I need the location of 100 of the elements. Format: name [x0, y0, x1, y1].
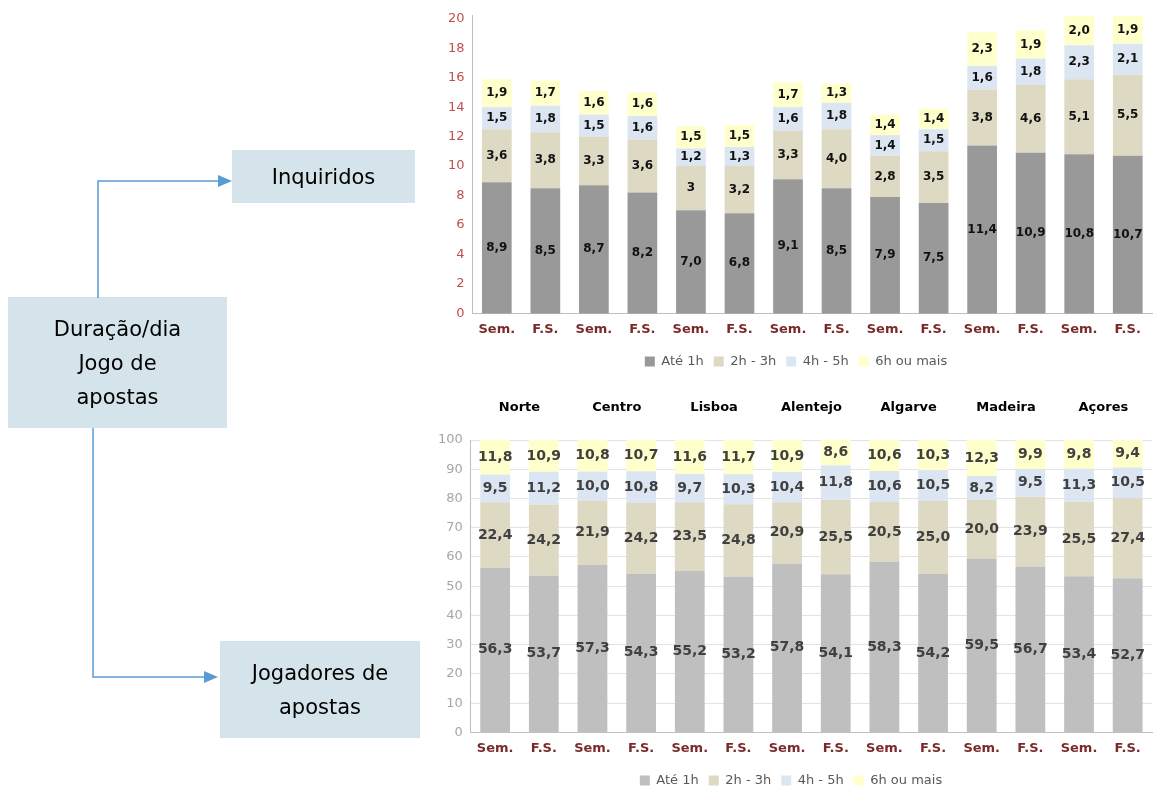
bar [870, 197, 900, 314]
y-tick-label: 20 [448, 10, 465, 26]
y-tick-label: 100 [437, 431, 463, 447]
data-label: 10,7 [623, 446, 659, 463]
data-label: 1,4 [874, 137, 896, 152]
data-label: 25,5 [818, 527, 854, 544]
data-label: 9,8 [1066, 444, 1092, 461]
text: Lisboa [690, 399, 738, 415]
data-label: 2,3 [1068, 54, 1090, 69]
y-tick-label: 40 [446, 606, 463, 622]
x-tick-label: F.S. [628, 739, 655, 755]
data-label: 59,5 [964, 635, 999, 652]
text: Alentejo [780, 399, 842, 415]
bar [579, 185, 609, 314]
data-label: 3,8 [534, 152, 556, 167]
bar [1112, 155, 1143, 314]
bar [626, 502, 656, 574]
data-label: 3,3 [583, 153, 605, 168]
data-label: 10,3 [721, 479, 756, 496]
bar [967, 32, 997, 66]
bar [918, 151, 949, 203]
y-tick-label: 16 [448, 69, 465, 85]
data-label: 10,6 [867, 477, 902, 494]
bar [1064, 501, 1094, 577]
data-label: 2,8 [874, 168, 896, 183]
legend-label: 2h - 3h [725, 771, 772, 787]
data-label: 57,3 [575, 639, 610, 656]
data-label: 27,4 [1110, 528, 1146, 545]
data-label: 11,8 [818, 473, 854, 490]
data-label: 56,3 [477, 640, 513, 657]
bar [1064, 154, 1095, 314]
bar [674, 502, 705, 571]
data-label: 3,8 [971, 109, 993, 124]
y-tick-label: 60 [446, 548, 463, 564]
bar [723, 504, 754, 577]
data-label: 10,9 [1015, 225, 1046, 240]
data-label: 9,4 [1115, 444, 1141, 461]
x-tick-label: Sem. [768, 739, 806, 755]
data-label: 8,2 [631, 245, 654, 260]
bar [1112, 498, 1143, 579]
data-label: 10,8 [623, 477, 659, 494]
data-label: 2,1 [1117, 51, 1139, 66]
data-label: 11,4 [967, 221, 997, 236]
data-label: 7,5 [922, 250, 945, 265]
bar [676, 166, 706, 211]
data-label: 10,9 [769, 446, 805, 463]
bar [627, 192, 658, 314]
data-label: 11,7 [721, 447, 756, 464]
data-label: 52,7 [1110, 645, 1145, 662]
bar [1015, 85, 1046, 153]
x-tick-label: F.S. [629, 320, 656, 336]
x-tick-label: F.S. [532, 320, 559, 336]
data-label: 25,0 [915, 528, 951, 545]
data-label: 8,5 [534, 242, 556, 257]
bar [773, 130, 803, 180]
data-label: 20,0 [964, 519, 1000, 536]
data-label: 3 [686, 180, 696, 195]
x-tick-label: Sem. [575, 320, 613, 336]
data-label: 1,4 [922, 111, 945, 126]
data-label: 11,2 [526, 478, 562, 495]
legend-label: 4h - 5h [802, 352, 849, 368]
data-label: 24,2 [526, 530, 562, 547]
data-label: 23,5 [672, 527, 708, 544]
data-label: 10,4 [769, 477, 805, 494]
x-tick-label: F.S. [725, 739, 752, 755]
bar [530, 188, 561, 314]
data-label: 54,2 [915, 643, 951, 660]
data-label: 11,3 [1061, 475, 1097, 492]
data-label: 6,8 [728, 255, 751, 270]
data-label: 1,6 [583, 94, 605, 109]
data-label: 10,0 [575, 476, 610, 493]
data-label: 1,6 [631, 119, 654, 134]
x-tick-label: Sem. [963, 320, 1001, 336]
bar [821, 188, 852, 314]
data-label: 11,6 [672, 447, 708, 464]
data-label: 22,4 [477, 525, 513, 542]
data-label: 10,3 [915, 445, 951, 462]
bar [773, 179, 803, 314]
y-tick-label: 8 [456, 186, 465, 202]
data-label: 20,5 [867, 522, 902, 539]
bar [1112, 74, 1143, 156]
legend-label: Até 1h [661, 352, 704, 368]
data-label: 1,8 [534, 111, 556, 126]
bar [967, 89, 997, 146]
data-label: 53,4 [1061, 644, 1097, 661]
x-tick-label: Sem. [963, 739, 1001, 755]
x-tick-label: Sem. [476, 739, 514, 755]
data-label: 8,5 [825, 242, 848, 257]
y-tick-label: 80 [446, 489, 463, 505]
data-label: 3,5 [922, 169, 945, 184]
x-tick-label: Sem. [478, 320, 516, 336]
bar [1064, 79, 1095, 155]
x-tick-label: Sem. [866, 739, 903, 755]
x-tick-label: F.S. [1114, 320, 1141, 336]
data-label: 54,1 [818, 643, 854, 660]
data-label: 7,0 [680, 253, 702, 268]
data-label: 8,7 [583, 241, 605, 256]
x-tick-label: Sem. [671, 739, 709, 755]
data-label: 24,8 [721, 531, 756, 548]
y-tick-label: 6 [456, 216, 465, 232]
